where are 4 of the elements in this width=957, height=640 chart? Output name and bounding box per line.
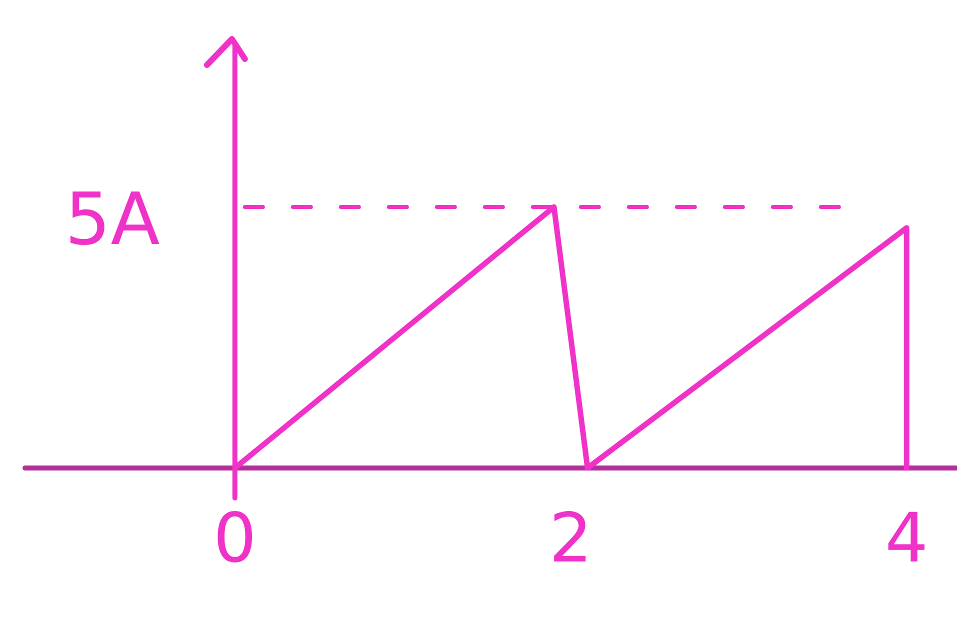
x-tick-label: 4 [884,499,928,578]
ref-line-label: 5A [64,177,160,261]
x-tick-label: 0 [213,499,257,578]
x-tick-label: 2 [549,499,592,578]
